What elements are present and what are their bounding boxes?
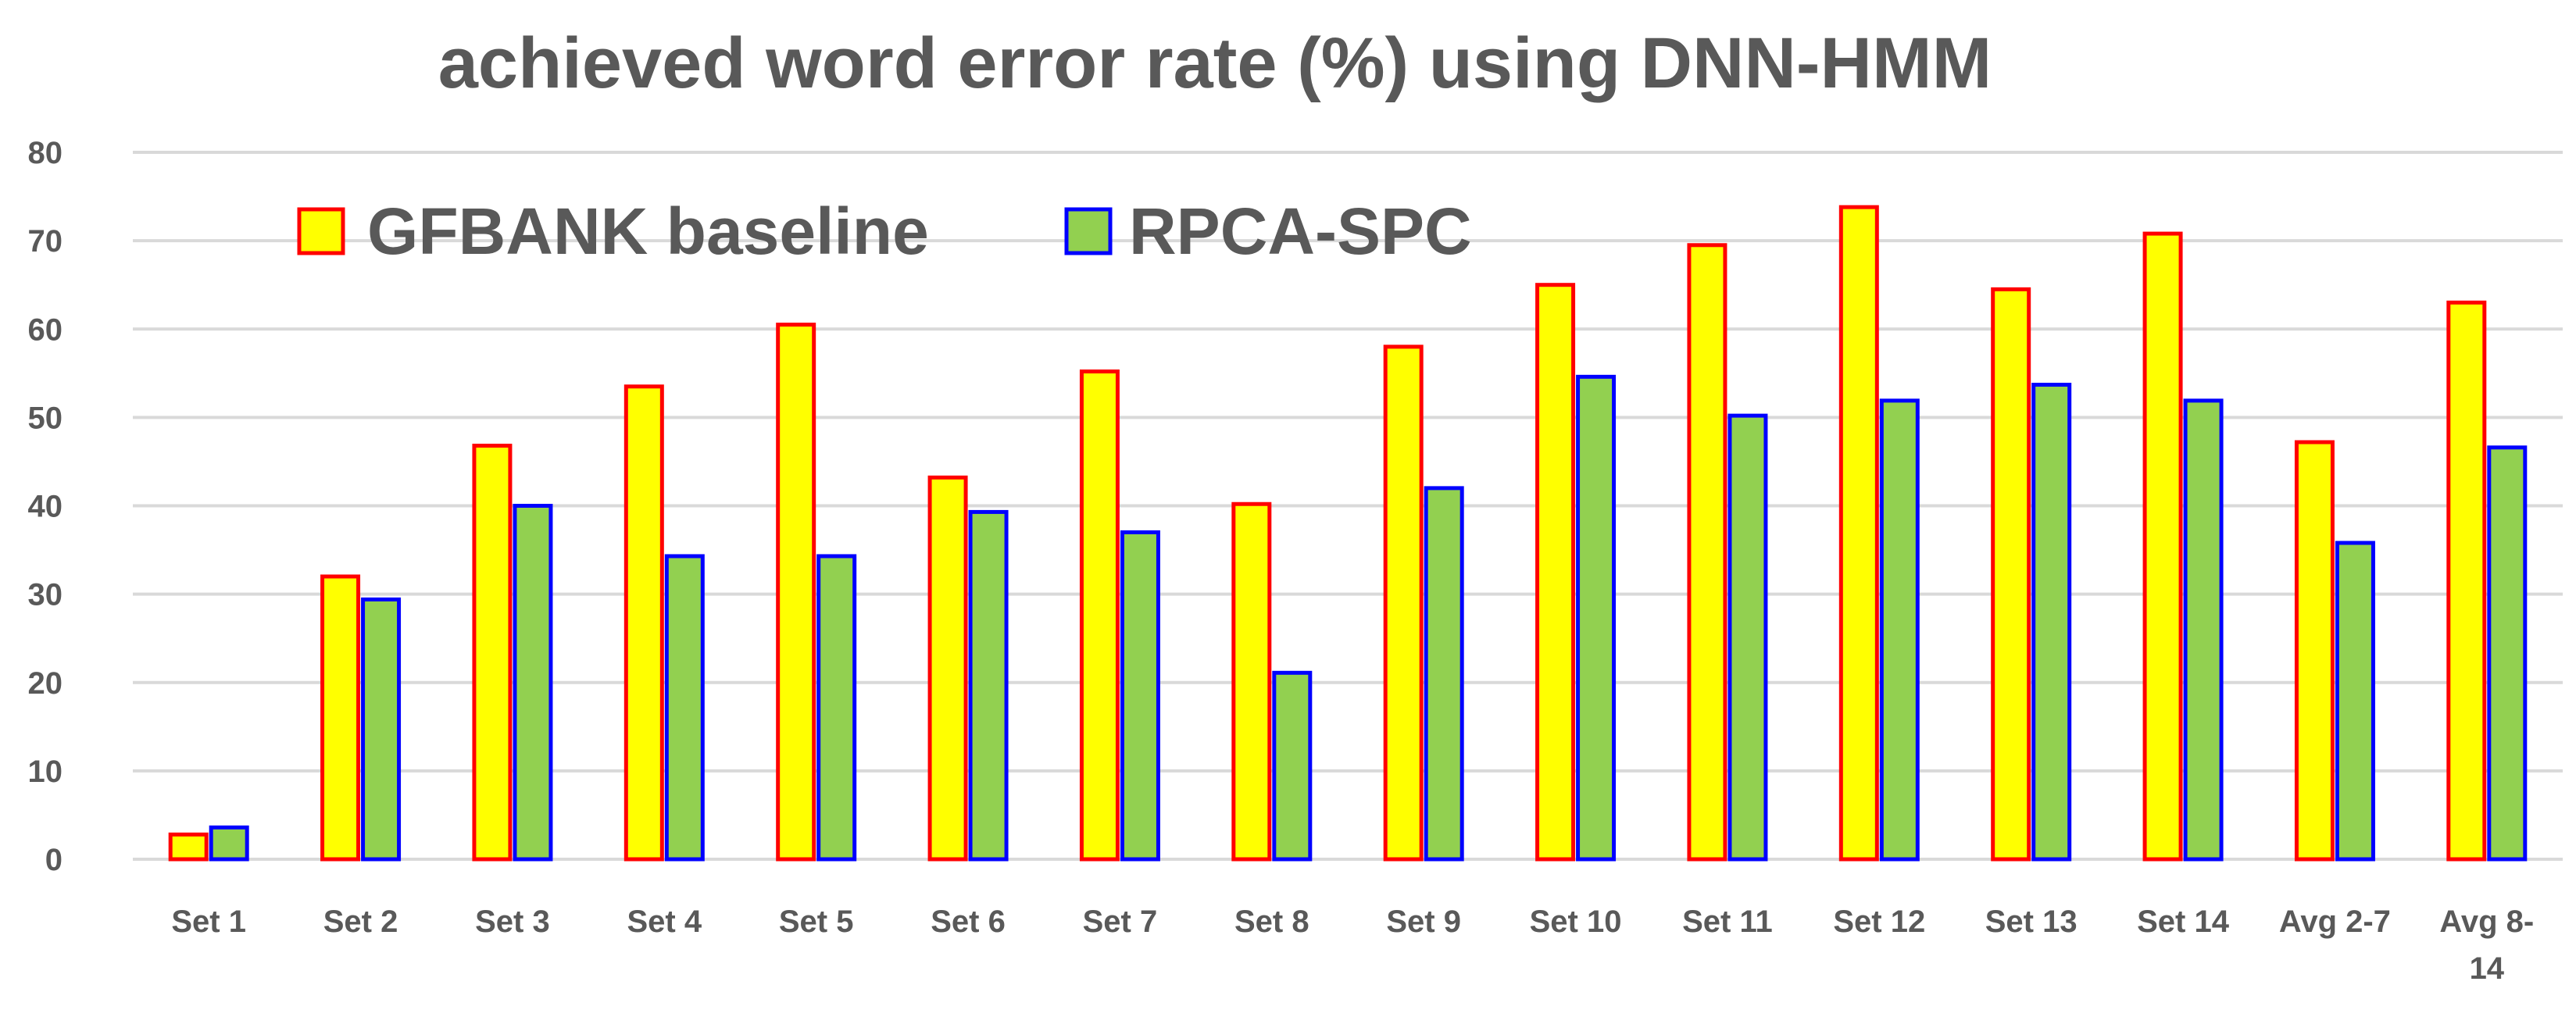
bar-gfbank-baseline <box>1231 501 1272 862</box>
y-tick-label: 40 <box>28 490 63 524</box>
legend-label: RPCA-SPC <box>1129 195 1472 268</box>
bar-rpca-spc <box>816 554 857 862</box>
x-tick-label: Set 14 <box>2137 905 2230 939</box>
bar-gfbank-baseline <box>1687 243 1727 862</box>
x-tick-label: Set 9 <box>1386 905 1461 939</box>
bar-gfbank-baseline <box>168 832 209 862</box>
bar-gfbank-baseline <box>1838 205 1879 862</box>
bar-gfbank-baseline <box>2142 231 2183 862</box>
bar-gfbank-baseline <box>472 444 513 862</box>
y-tick-label: 50 <box>28 401 63 435</box>
bar-gfbank-baseline <box>776 323 816 862</box>
x-tick-label: Set 1 <box>171 905 246 939</box>
bar-gfbank-baseline <box>1079 369 1120 862</box>
chart-title: achieved word error rate (%) using DNN-H… <box>438 23 1992 103</box>
y-tick-label: 20 <box>28 666 63 701</box>
bar-rpca-spc <box>2335 541 2375 862</box>
bar-rpca-spc <box>968 509 1009 862</box>
bar-rpca-spc <box>1424 486 1464 862</box>
y-tick-label: 10 <box>28 755 63 789</box>
bar-gfbank-baseline <box>927 475 968 862</box>
legend: GFBANK baseline RPCA-SPC <box>297 195 1472 268</box>
bar-gfbank-baseline <box>2294 440 2335 862</box>
x-tick-label: Set 6 <box>931 905 1006 939</box>
bar-rpca-spc <box>1727 413 1768 862</box>
bar-gfbank-baseline <box>1535 283 1576 862</box>
y-tick-label: 60 <box>28 312 63 347</box>
x-tick-label: Set 4 <box>627 905 702 939</box>
bars <box>168 205 2528 862</box>
bar-rpca-spc <box>1576 374 1617 862</box>
x-tick-label: Avg 2-7 <box>2279 905 2391 939</box>
bar-rpca-spc <box>1272 670 1313 862</box>
x-tick-label: Set 13 <box>1985 905 2078 939</box>
x-axis-tick-labels: Set 1 Set 2 Set 3 Set 4 Set 5 Set 6 Set 7 Set 8… <box>171 905 2534 986</box>
bar-rpca-spc <box>664 554 705 862</box>
bar-rpca-spc <box>1879 398 1920 862</box>
x-tick-label: Set 2 <box>323 905 398 939</box>
bar-rpca-spc <box>209 825 249 862</box>
y-tick-label: 0 <box>45 843 63 877</box>
bar-rpca-spc <box>513 504 553 862</box>
x-tick-label: Set 12 <box>1833 905 1925 939</box>
y-tick-label: 80 <box>28 136 63 170</box>
bar-gfbank-baseline <box>623 384 664 862</box>
bar-rpca-spc <box>2183 398 2224 862</box>
bar-gfbank-baseline <box>320 574 361 862</box>
bar-gfbank-baseline <box>1991 287 2031 862</box>
legend-swatch-rpca-spc <box>1064 207 1113 255</box>
x-tick-label: Avg 8- <box>2439 905 2534 939</box>
x-tick-label: Set 8 <box>1234 905 1309 939</box>
bar-rpca-spc <box>1120 530 1160 862</box>
x-tick-label: 14 <box>2470 951 2505 986</box>
x-tick-label: Set 3 <box>475 905 550 939</box>
legend-swatch-gfbank-baseline <box>297 207 345 255</box>
x-tick-label: Set 11 <box>1682 905 1773 939</box>
bar-gfbank-baseline <box>1383 344 1424 862</box>
legend-label: GFBANK baseline <box>367 195 929 268</box>
y-axis-tick-labels: 0 10 20 30 40 50 60 70 80 <box>28 136 63 877</box>
bar-rpca-spc <box>361 597 402 862</box>
y-tick-label: 70 <box>28 224 63 259</box>
x-tick-label: Set 7 <box>1083 905 1158 939</box>
y-tick-label: 30 <box>28 578 63 612</box>
bar-rpca-spc <box>2031 383 2072 862</box>
bar-gfbank-baseline <box>2446 300 2487 862</box>
bar-rpca-spc <box>2487 445 2528 862</box>
x-tick-label: Set 10 <box>1530 905 1622 939</box>
x-tick-label: Set 5 <box>779 905 854 939</box>
